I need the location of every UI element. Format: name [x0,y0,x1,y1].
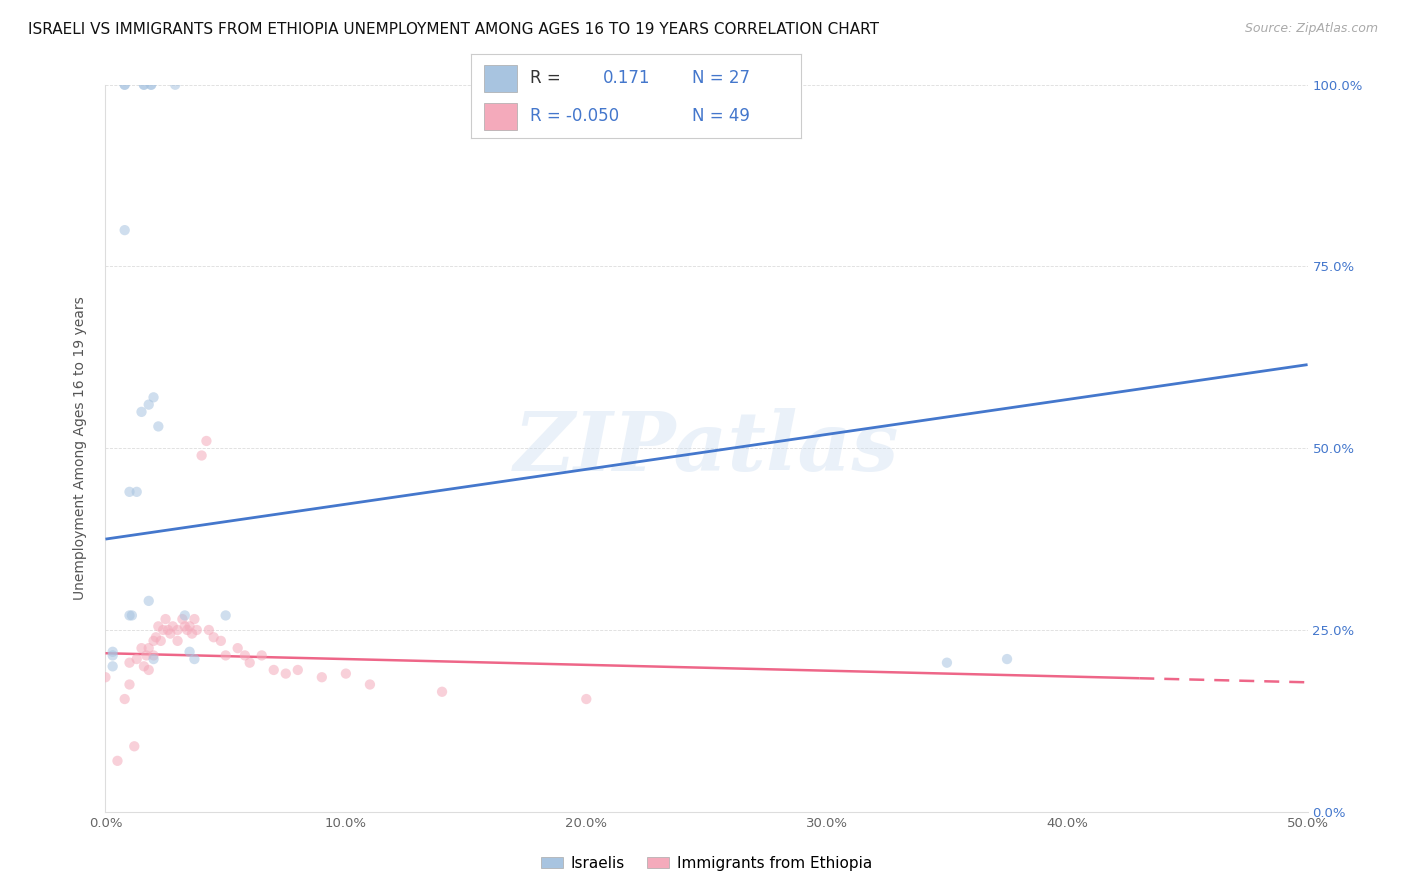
Point [198,623,221,637]
Point [118,608,141,623]
Text: N = 27: N = 27 [692,69,751,87]
Point [114,78,136,92]
Point [118,484,141,499]
Point [173,608,195,623]
Bar [484,103,517,130]
Point [936,656,959,670]
Point [145,630,167,644]
Point [118,656,141,670]
Point [233,648,256,663]
Point [101,648,124,663]
Point [152,623,174,637]
Point [138,398,160,412]
Point [148,619,170,633]
Point [359,677,381,691]
Point [124,739,146,754]
Point [172,612,194,626]
Point [114,223,136,237]
Point [155,612,177,626]
Point [125,652,148,666]
Text: 0.171: 0.171 [603,69,651,87]
Point [250,648,273,663]
Point [132,78,155,92]
Text: Source: ZipAtlas.com: Source: ZipAtlas.com [1244,22,1378,36]
Point [135,648,157,663]
Point [165,78,187,92]
Point [179,619,201,633]
Point [195,434,218,448]
Point [118,677,141,691]
Point [101,659,124,673]
Point [179,645,201,659]
Point [114,692,136,706]
Point [156,623,179,637]
Point [166,633,188,648]
Point [209,633,232,648]
Point [995,652,1018,666]
Point [190,449,212,463]
Text: R = -0.050: R = -0.050 [530,107,620,125]
Point [186,623,208,637]
Point [575,692,598,706]
Point [142,390,165,404]
Text: R =: R = [530,69,561,87]
Point [121,608,143,623]
Y-axis label: Unemployment Among Ages 16 to 19 years: Unemployment Among Ages 16 to 19 years [73,296,87,600]
Point [132,78,155,92]
Point [149,633,172,648]
Point [239,656,262,670]
Point [107,754,129,768]
Point [263,663,285,677]
Point [287,663,309,677]
Point [430,685,453,699]
Point [181,626,204,640]
Point [183,652,205,666]
Point [132,659,155,673]
Point [94,670,117,684]
Text: N = 49: N = 49 [692,107,751,125]
Point [159,626,181,640]
Point [162,619,184,633]
Point [311,670,333,684]
Text: ZIPatlas: ZIPatlas [513,409,900,488]
Point [138,641,160,656]
Point [176,623,198,637]
Point [274,666,297,681]
Point [131,641,153,656]
Point [202,630,225,644]
Point [226,641,249,656]
Point [139,78,162,92]
Point [139,78,162,92]
Point [125,484,148,499]
Point [142,633,165,648]
Legend: Israelis, Immigrants from Ethiopia: Israelis, Immigrants from Ethiopia [536,849,877,877]
Point [148,419,170,434]
Point [142,648,165,663]
Point [131,405,153,419]
Point [138,594,160,608]
Point [183,612,205,626]
Point [101,645,124,659]
Point [142,652,165,666]
Point [166,623,188,637]
Point [138,663,160,677]
Text: ISRAELI VS IMMIGRANTS FROM ETHIOPIA UNEMPLOYMENT AMONG AGES 16 TO 19 YEARS CORRE: ISRAELI VS IMMIGRANTS FROM ETHIOPIA UNEM… [28,22,879,37]
Bar [484,64,517,92]
Point [335,666,357,681]
Point [214,608,236,623]
Point [114,78,136,92]
Point [173,619,195,633]
Point [214,648,236,663]
